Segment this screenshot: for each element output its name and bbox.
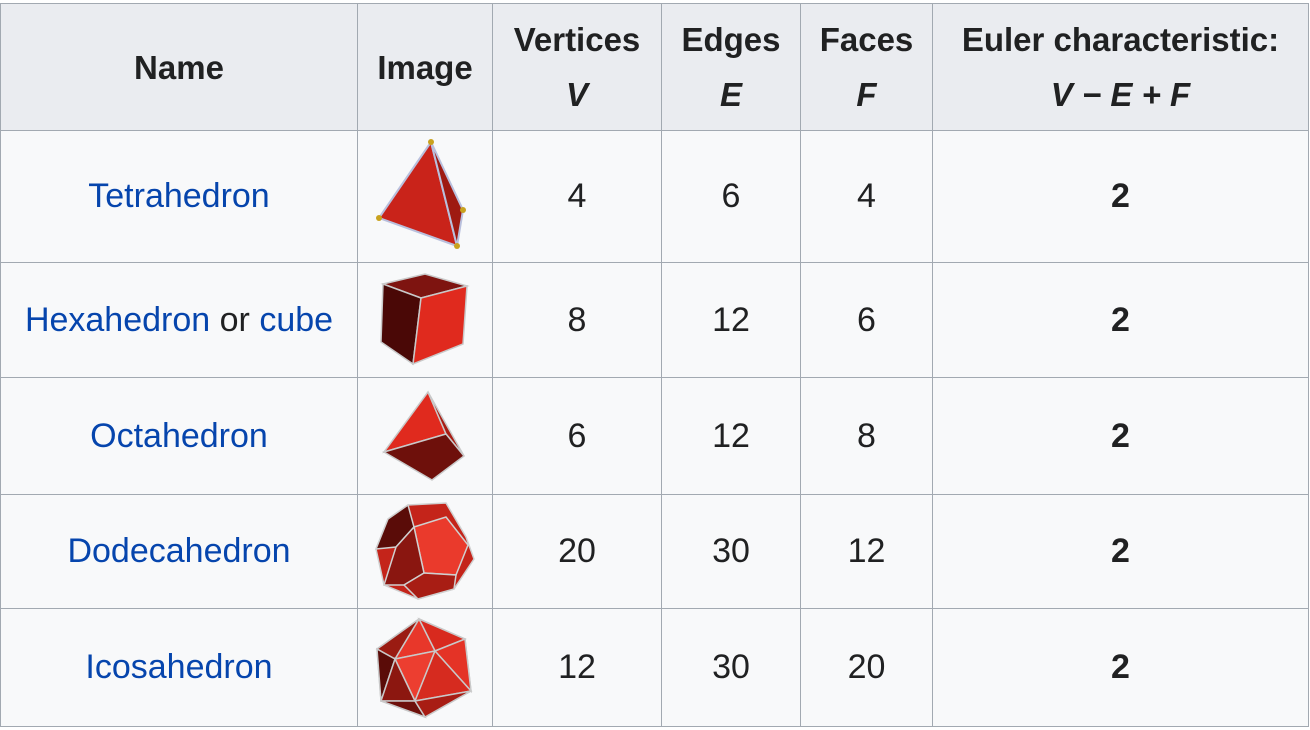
header-edges[interactable]: Edges E: [661, 3, 801, 131]
name-cell: Octahedron: [0, 377, 358, 495]
table-row: Dodecahedron 20 30 12 2: [0, 494, 1309, 609]
euler-cell: 2: [932, 377, 1309, 495]
edges-cell: 30: [661, 608, 801, 727]
octahedron-link[interactable]: Octahedron: [90, 416, 268, 455]
faces-cell: 6: [800, 262, 933, 378]
edges-cell: 6: [661, 130, 801, 263]
euler-cell: 2: [932, 130, 1309, 263]
name-cell: Icosahedron: [0, 608, 358, 727]
header-name[interactable]: Name: [0, 3, 358, 131]
or-text: or: [219, 300, 250, 339]
faces-cell: 20: [800, 608, 933, 727]
vertices-cell: 12: [492, 608, 662, 727]
faces-cell: 8: [800, 377, 933, 495]
image-cell: [357, 494, 493, 609]
image-cell: [357, 130, 493, 263]
euler-cell: 2: [932, 494, 1309, 609]
euler-cell: 2: [932, 262, 1309, 378]
tetrahedron-link[interactable]: Tetrahedron: [88, 177, 270, 215]
hexahedron-link[interactable]: Hexahedron: [24, 300, 211, 339]
header-image[interactable]: Image: [357, 3, 493, 131]
image-cell: [357, 608, 493, 727]
dodecahedron-link[interactable]: Dodecahedron: [67, 532, 291, 570]
table-row: Icosahedron 12 30 20 2: [0, 608, 1309, 727]
header-row: Name Image Vertices V Edges E Faces F Eu…: [0, 3, 1309, 131]
name-cell: Tetrahedron: [0, 130, 358, 263]
edges-cell: 12: [661, 262, 801, 378]
icosahedron-icon[interactable]: [375, 615, 475, 721]
edges-cell: 12: [661, 377, 801, 495]
vertices-cell: 20: [492, 494, 662, 609]
image-cell: [357, 262, 493, 378]
image-cell: [357, 377, 493, 495]
dodecahedron-icon[interactable]: [374, 501, 476, 603]
cube-icon[interactable]: [377, 272, 473, 368]
header-faces[interactable]: Faces F: [800, 3, 933, 131]
faces-cell: 4: [800, 130, 933, 263]
faces-cell: 12: [800, 494, 933, 609]
vertices-cell: 8: [492, 262, 662, 378]
octahedron-icon[interactable]: [380, 388, 470, 484]
table-row: Octahedron 6 12 8 2: [0, 377, 1309, 495]
euler-cell: 2: [932, 608, 1309, 727]
icosahedron-link[interactable]: Icosahedron: [85, 648, 273, 686]
table-row: Tetrahedron 4 6 4 2: [0, 130, 1309, 263]
vertices-cell: 4: [492, 130, 662, 263]
vertices-cell: 6: [492, 377, 662, 495]
edges-cell: 30: [661, 494, 801, 609]
table-row: Hexahedron or cube 8 12 6 2: [0, 262, 1309, 378]
cube-link[interactable]: cube: [259, 300, 334, 339]
name-cell: Dodecahedron: [0, 494, 358, 609]
header-vertices[interactable]: Vertices V: [492, 3, 662, 131]
platonic-solids-table: Name Image Vertices V Edges E Faces F Eu…: [0, 3, 1309, 727]
tetrahedron-icon[interactable]: [375, 138, 475, 256]
name-cell: Hexahedron or cube: [0, 262, 358, 378]
header-euler[interactable]: Euler characteristic: V − E + F: [932, 3, 1309, 131]
